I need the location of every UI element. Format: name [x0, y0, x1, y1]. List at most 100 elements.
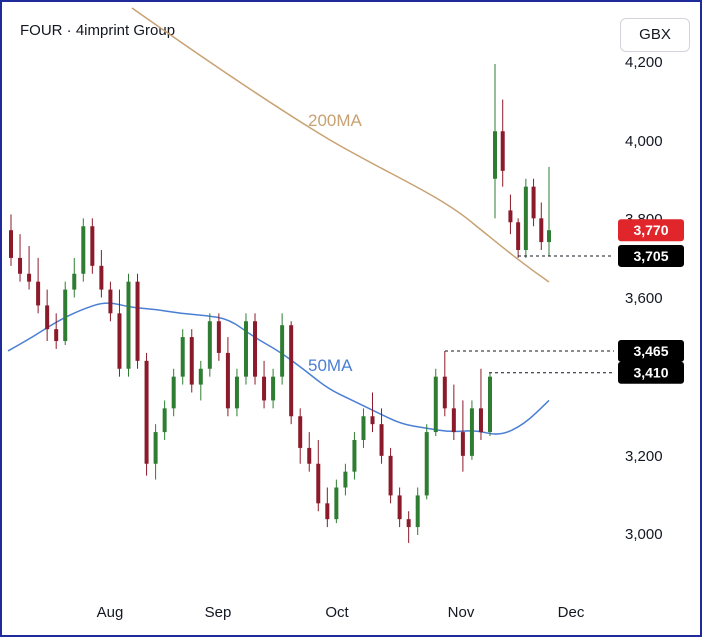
candle-body	[352, 440, 357, 472]
candle-body	[325, 503, 330, 520]
candle-body	[531, 186, 536, 219]
candle	[325, 487, 330, 528]
price-tag-box	[618, 244, 684, 267]
candle-body	[153, 432, 158, 464]
price-tag-3770: 3,770	[618, 219, 684, 242]
candle-body	[180, 337, 185, 377]
candle	[370, 392, 375, 433]
chart-title: FOUR · 4imprint Group	[20, 22, 176, 39]
x-tick-oct: Oct	[325, 604, 349, 621]
candle	[153, 424, 158, 480]
price-tag-label: 3,465	[633, 343, 668, 359]
candle-body	[9, 230, 13, 258]
x-axis: Aug Sep Oct Nov Dec	[97, 604, 585, 621]
candle	[298, 408, 303, 464]
y-tick-4000: 4,000	[625, 133, 663, 150]
candle	[433, 368, 438, 437]
candle-body	[189, 337, 194, 385]
candle-body	[225, 352, 230, 409]
price-tag-label: 3,410	[633, 365, 668, 381]
candle	[460, 400, 465, 472]
candle	[343, 463, 348, 496]
candle-body	[433, 376, 438, 433]
candle-body	[397, 495, 402, 520]
price-tag-3465: 3,465	[618, 339, 684, 362]
candle-body	[508, 210, 513, 223]
candle-body	[271, 376, 276, 401]
candle	[379, 408, 384, 464]
candle-body	[234, 376, 239, 409]
candle-body	[262, 376, 267, 401]
candle-body	[280, 325, 285, 377]
price-tag-box	[618, 361, 684, 384]
candle	[90, 218, 95, 274]
candle-body	[370, 416, 375, 425]
candle	[516, 218, 521, 258]
candle-body	[54, 329, 59, 342]
candle	[406, 511, 411, 543]
candle-body	[27, 273, 32, 282]
candle	[63, 281, 68, 345]
candle	[126, 273, 131, 377]
candle-body	[162, 408, 167, 433]
candle-body	[36, 281, 41, 306]
currency-button[interactable]: GBX	[620, 18, 690, 52]
x-tick-nov: Nov	[448, 604, 475, 621]
candle-body	[493, 131, 497, 179]
candle	[253, 313, 258, 385]
candle	[27, 246, 32, 290]
candle	[289, 321, 294, 425]
x-tick-dec: Dec	[558, 604, 585, 621]
candle	[234, 368, 239, 417]
ma200-label: 200MA	[308, 111, 363, 130]
candle-body	[488, 376, 492, 433]
candle-body	[442, 376, 447, 409]
candle-body	[415, 495, 420, 528]
price-tag-box	[618, 219, 684, 242]
candle	[180, 329, 185, 385]
candle	[36, 257, 41, 314]
price-tag-label: 3,705	[633, 248, 668, 264]
candle	[72, 257, 77, 298]
candle-body	[516, 222, 521, 250]
candle	[280, 313, 285, 385]
candle	[547, 166, 551, 256]
candle-body	[216, 321, 221, 353]
price-tag-3705: 3,705	[618, 244, 684, 267]
candle	[361, 408, 366, 448]
ma200-line	[131, 7, 550, 283]
candle	[424, 424, 429, 500]
candle	[216, 313, 221, 361]
price-tags: 3,770 3,705 3,465 3,410	[618, 219, 684, 384]
candle	[108, 281, 113, 322]
candle-body	[500, 131, 505, 171]
candle	[500, 99, 505, 187]
candle-body	[343, 471, 348, 488]
level-lines	[445, 255, 614, 374]
candle-body	[117, 313, 122, 369]
candle	[307, 432, 312, 472]
candle-body	[243, 321, 248, 377]
candle-body	[99, 265, 104, 290]
candle	[99, 250, 104, 298]
candle-body	[298, 416, 303, 448]
x-tick-sep: Sep	[205, 604, 232, 621]
candle	[334, 479, 339, 524]
candle	[171, 368, 176, 417]
candle	[469, 400, 474, 460]
candle	[207, 313, 212, 377]
candle-body	[460, 432, 465, 456]
ma50-line	[7, 302, 550, 435]
moving-averages	[7, 7, 550, 435]
y-tick-4200: 4,200	[625, 54, 663, 71]
price-tag-box	[618, 339, 684, 362]
candle	[243, 313, 248, 385]
candle	[162, 400, 167, 440]
candle-body	[289, 325, 294, 417]
candle-body	[198, 368, 203, 385]
candle-body	[523, 186, 528, 250]
candles	[9, 63, 551, 543]
candle-body	[90, 226, 95, 266]
candle	[539, 202, 544, 250]
